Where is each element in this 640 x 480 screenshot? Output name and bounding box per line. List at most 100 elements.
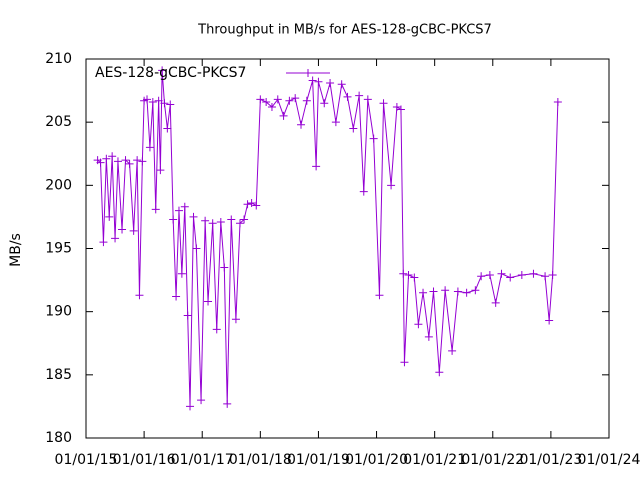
y-axis-label: MB/s (8, 233, 24, 267)
point-marker (243, 200, 252, 209)
point-marker (154, 96, 163, 105)
plot-frame (85, 58, 610, 439)
point-marker (201, 216, 210, 225)
point-marker (135, 291, 144, 300)
point-marker (320, 99, 329, 108)
point-marker (553, 97, 562, 106)
point-marker (279, 111, 288, 120)
point-marker (247, 199, 256, 208)
point-marker (235, 219, 244, 228)
point-marker (180, 202, 189, 211)
point-marker (148, 97, 157, 106)
point-marker (143, 95, 152, 104)
x-tick-label: 01/01/18 (229, 452, 292, 468)
point-marker (108, 152, 117, 161)
legend-marker (304, 69, 312, 77)
point-marker (240, 215, 249, 224)
y-tick-label: 180 (45, 430, 72, 446)
point-marker (387, 181, 396, 190)
point-marker (326, 79, 335, 88)
point-marker (308, 76, 317, 85)
point-marker (545, 316, 554, 325)
point-marker (471, 286, 480, 295)
point-marker (369, 134, 378, 143)
x-tick-label: 01/01/15 (55, 452, 118, 468)
point-marker (396, 105, 405, 114)
y-tick-label: 185 (45, 367, 72, 383)
point-marker (285, 96, 294, 105)
point-marker (102, 154, 111, 163)
point-marker (160, 99, 169, 108)
point-marker (212, 325, 221, 334)
point-marker (216, 217, 225, 226)
point-marker (435, 368, 444, 377)
point-marker (256, 95, 265, 104)
point-marker (375, 291, 384, 300)
point-marker (125, 159, 134, 168)
point-marker (477, 272, 486, 281)
point-marker (183, 311, 192, 320)
point-marker (166, 100, 175, 109)
point-marker (186, 402, 195, 411)
point-marker (99, 238, 108, 247)
point-marker (151, 205, 160, 214)
point-marker (121, 156, 130, 165)
point-marker (133, 156, 142, 165)
x-tick-label: 01/01/24 (578, 452, 640, 468)
point-marker (485, 271, 494, 280)
point-marker (189, 212, 198, 221)
point-marker (343, 92, 352, 101)
point-marker (462, 288, 471, 297)
point-marker (392, 103, 401, 112)
point-marker (204, 297, 213, 306)
x-tick-label: 01/01/17 (171, 452, 234, 468)
point-marker (177, 269, 186, 278)
point-marker (252, 201, 261, 210)
point-marker (359, 187, 368, 196)
point-marker (262, 97, 271, 106)
point-marker (169, 215, 178, 224)
point-marker (267, 103, 276, 112)
point-marker (355, 91, 364, 100)
point-marker (312, 162, 321, 171)
x-tick-label: 01/01/21 (403, 452, 466, 468)
point-marker (419, 288, 428, 297)
point-marker (337, 80, 346, 89)
point-marker (163, 124, 172, 133)
point-marker (220, 263, 229, 272)
point-marker (208, 219, 217, 228)
point-marker (297, 120, 306, 129)
y-tick-label: 210 (45, 51, 72, 67)
point-marker (302, 96, 311, 105)
point-marker (349, 124, 358, 133)
legend-label: AES-128-gCBC-PKCS7 (95, 65, 246, 81)
point-marker (111, 234, 120, 243)
point-marker (138, 157, 147, 166)
point-marker (156, 166, 165, 175)
point-marker (291, 94, 300, 103)
point-marker (441, 286, 450, 295)
x-tick-label: 01/01/23 (519, 452, 582, 468)
point-marker (331, 118, 340, 127)
series-line (97, 70, 559, 407)
point-marker (404, 271, 413, 280)
point-marker (158, 66, 167, 75)
point-marker (506, 273, 515, 282)
y-tick-label: 195 (45, 241, 72, 257)
point-marker (429, 287, 438, 296)
y-tick-label: 205 (45, 114, 72, 130)
point-marker (379, 99, 388, 108)
point-marker (453, 287, 462, 296)
point-marker (118, 225, 127, 234)
point-marker (113, 157, 122, 166)
x-tick-label: 01/01/19 (287, 452, 350, 468)
point-marker (424, 332, 433, 341)
point-marker (548, 271, 557, 280)
point-marker (399, 269, 408, 278)
point-marker (96, 158, 105, 167)
point-marker (414, 320, 423, 329)
point-marker (491, 298, 500, 307)
point-marker (410, 273, 419, 282)
